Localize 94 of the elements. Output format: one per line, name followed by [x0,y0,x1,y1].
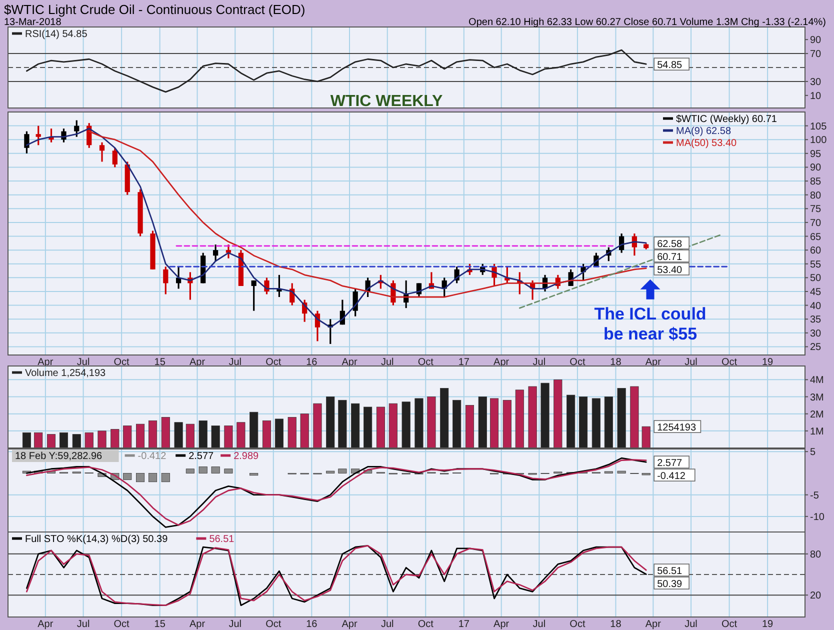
annotation: 53.40 [657,264,683,276]
y-tick-label: 80 [810,549,822,560]
x-tick-label: 17 [458,357,470,368]
annotation: -0.412 [657,471,686,482]
legend-label: 2.577 [188,451,214,462]
y-tick-label: 10 [810,90,822,102]
annotation: 54.85 [657,60,683,72]
y-tick-label: 4M [810,375,824,386]
x-tick-label: 18 [610,357,622,368]
x-tick-label: 17 [458,619,470,630]
x-tick-label: 15 [154,357,166,368]
y-tick-label: 30 [810,76,822,88]
chart-title: $WTIC Light Crude Oil - Continuous Contract (EOD) [4,2,306,17]
x-tick-label: Jul [76,619,90,630]
annotation: 60.71 [657,252,683,263]
x-tick-label: Apr [645,619,662,630]
y-tick-label: 30 [810,328,822,340]
annotation: 62.58 [657,238,683,250]
x-tick-label: 15 [154,619,166,630]
y-tick-label: 95 [810,148,822,160]
x-tick-label: Apr [494,619,510,630]
y-tick-label: 85 [810,176,822,188]
y-tick-label: 70 [810,218,822,229]
y-tick-label: 100 [810,135,828,146]
x-tick-label: Jul [684,357,698,368]
legend-label: MA(50) 53.40 [676,138,738,149]
y-tick-label: 20 [810,590,822,602]
x-tick-label: 19 [762,357,774,368]
x-tick-label: Jul [76,357,90,368]
x-tick-label: Jul [532,357,546,368]
annotation: The ICL could be near $55 [594,304,706,344]
x-tick-label: Jul [684,619,698,630]
x-tick-label: Apr [189,619,206,630]
x-tick-label: 18 [610,619,622,630]
annotation: 2.577 [657,458,683,470]
x-tick-label: Jul [380,357,394,368]
y-tick-label: 90 [810,162,822,174]
y-tick-label: 105 [810,121,828,132]
y-tick-label: 45 [810,286,822,298]
annotation: 50.39 [657,579,683,590]
x-tick-label: Oct [418,619,434,630]
x-tick-label: Oct [570,357,586,368]
x-tick-label: Jul [228,619,242,630]
legend-label: Volume 1,254,193 [25,368,106,379]
y-tick-label: 2M [810,409,824,420]
legend-label: Full STO %K(14,3) %D(3) 50.39 [25,534,168,545]
y-tick-label: 50 [810,273,822,284]
y-tick-label: 90 [810,35,822,46]
y-tick-label: -10 [810,512,825,523]
x-tick-label: Apr [342,619,358,630]
annotation: 56.51 [657,566,683,578]
x-tick-label: Jul [228,357,242,368]
y-tick-label: 25 [810,342,822,354]
y-tick-label: 65 [810,232,822,243]
x-tick-label: Jul [380,619,394,630]
x-tick-label: Apr [38,357,54,368]
x-tick-label: 16 [306,357,318,368]
x-tick-label: Apr [494,357,510,368]
legend-label: MA(9) 62.58 [676,126,732,137]
y-tick-label: 60 [810,246,822,257]
x-tick-label: 16 [306,619,318,630]
y-tick-label: -5 [810,490,820,502]
chart-title: WTIC WEEKLY [330,93,443,110]
y-tick-label: 55 [810,259,822,270]
x-tick-label: Jul [532,619,546,630]
legend-label: $WTIC (Weekly) 60.71 [676,114,778,125]
legend-label: RSI(14) 54.85 [25,29,88,40]
y-tick-label: 35 [810,314,822,326]
annotation: 18 Feb Y:59,282.96 [15,451,103,462]
x-tick-label: Apr [342,357,358,368]
x-tick-label: Apr [645,357,662,368]
x-tick-label: Oct [722,619,738,630]
x-tick-label: Oct [266,619,282,630]
y-tick-label: 1M [810,426,824,438]
legend-label: 56.51 [209,534,235,545]
y-tick-label: 80 [810,190,822,202]
y-tick-label: 3M [810,392,824,404]
x-tick-label: Apr [189,357,206,368]
x-tick-label: Oct [722,357,738,368]
y-tick-label: 5 [810,447,816,458]
y-tick-label: 70 [810,49,822,60]
y-tick-label: 40 [810,300,822,312]
x-tick-label: 19 [762,619,774,630]
legend-label: 2.989 [234,451,260,462]
x-tick-label: Oct [114,357,130,368]
x-tick-label: Oct [570,619,586,630]
chart-subtitle: 13-Mar-2018 [4,17,62,28]
x-tick-label: Oct [266,357,282,368]
x-tick-label: Oct [114,619,130,630]
x-tick-label: Oct [418,357,434,368]
annotation: Open 62.10 High 62.33 Low 60.27 Close 60.71 Volume 1.3M Chg -1.33 (-2.14%) [468,17,826,28]
x-tick-label: Apr [38,619,54,630]
y-tick-label: 75 [810,204,822,216]
annotation: 1254193 [657,422,696,434]
